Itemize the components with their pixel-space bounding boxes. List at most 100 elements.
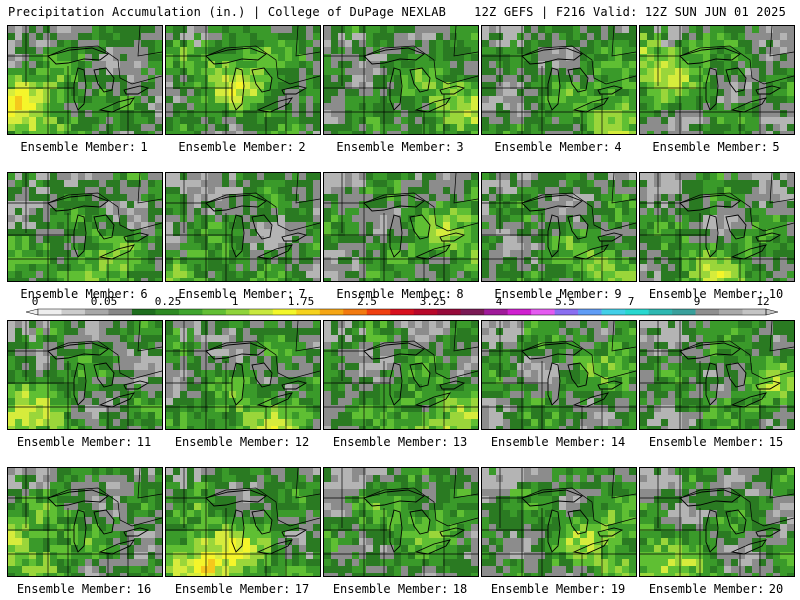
ensemble-member-caption: Ensemble Member: 8: [320, 287, 480, 301]
ensemble-member-caption: Ensemble Member: 14: [478, 435, 638, 449]
caption-prefix: Ensemble Member:: [174, 435, 291, 449]
ensemble-member-caption: Ensemble Member: 11: [4, 435, 164, 449]
state-borders: [640, 468, 794, 576]
ensemble-member-caption: Ensemble Member: 6: [4, 287, 164, 301]
precipitation-field: [166, 26, 320, 134]
colorbar-swatch: [131, 309, 156, 315]
colorbar-swatch: [225, 309, 250, 315]
caption-prefix: Ensemble Member:: [490, 435, 607, 449]
colorbar-swatch: [484, 309, 508, 315]
colorbar-swatch: [601, 309, 626, 315]
colorbar-swatch: [319, 309, 344, 315]
precipitation-field: [8, 26, 162, 134]
ensemble-member-map: [323, 467, 479, 577]
state-borders: [8, 26, 162, 134]
colorbar-swatch: [61, 309, 86, 315]
state-borders: [324, 468, 478, 576]
member-number: 7: [298, 287, 306, 301]
colorbar-tick-label: 7: [627, 295, 635, 308]
member-number: 9: [614, 287, 622, 301]
ensemble-member-map: [165, 25, 321, 135]
model-run-info: 12Z GEFS | F216 Valid: 12Z SUN JUN 01 20…: [474, 5, 786, 19]
colorbar-tick-label: 2.5: [357, 295, 377, 308]
state-borders: [482, 26, 636, 134]
map-title: Precipitation Accumulation (in.) | Colle…: [8, 5, 447, 19]
caption-prefix: Ensemble Member:: [20, 287, 137, 301]
caption-prefix: Ensemble Member:: [490, 582, 607, 596]
ensemble-member-caption: Ensemble Member: 15: [636, 435, 796, 449]
ensemble-member-caption: Ensemble Member: 18: [320, 582, 480, 596]
state-borders: [324, 321, 478, 429]
colorbar-tick-label: 1: [231, 295, 239, 308]
ensemble-member-map: [481, 172, 637, 282]
colorbar-swatch: [272, 309, 297, 315]
colorbar-swatch: [155, 309, 180, 315]
ensemble-member-map: [7, 320, 163, 430]
ensemble-member-map: [481, 467, 637, 577]
colorbar-swatch: [507, 309, 532, 315]
member-number: 15: [768, 435, 784, 449]
ensemble-member-caption: Ensemble Member: 13: [320, 435, 480, 449]
ensemble-member-map: [481, 25, 637, 135]
colorbar-swatch: [249, 309, 274, 315]
ensemble-member-caption: Ensemble Member: 20: [636, 582, 796, 596]
colorbar-swatch: [296, 309, 321, 315]
colorbar-swatch: [437, 309, 462, 315]
precipitation-field: [482, 173, 636, 281]
precipitation-field: [324, 26, 478, 134]
ensemble-member-caption: Ensemble Member: 1: [4, 140, 164, 154]
ensemble-member-caption: Ensemble Member: 16: [4, 582, 164, 596]
ensemble-member-caption: Ensemble Member: 12: [162, 435, 322, 449]
member-number: 11: [136, 435, 152, 449]
precipitation-field: [166, 173, 320, 281]
member-number: 6: [140, 287, 148, 301]
ensemble-member-map: [639, 172, 795, 282]
member-number: 16: [136, 582, 152, 596]
colorbar-tick-label: 0: [31, 295, 39, 308]
precipitation-field: [8, 321, 162, 429]
precipitation-field: [640, 173, 794, 281]
ensemble-member-caption: Ensemble Member: 10: [636, 287, 796, 301]
state-borders: [482, 468, 636, 576]
precipitation-field: [640, 26, 794, 134]
member-number: 10: [768, 287, 784, 301]
colorbar-swatch: [108, 309, 133, 315]
caption-prefix: Ensemble Member:: [20, 140, 137, 154]
state-borders: [640, 26, 794, 134]
state-borders: [166, 26, 320, 134]
state-borders: [8, 468, 162, 576]
ensemble-member-map: [639, 320, 795, 430]
precipitation-field: [324, 173, 478, 281]
colorbar-tick-label: 0.25: [154, 295, 182, 308]
state-borders: [640, 173, 794, 281]
caption-prefix: Ensemble Member:: [16, 582, 133, 596]
caption-prefix: Ensemble Member:: [332, 435, 449, 449]
colorbar-swatch: [672, 309, 696, 315]
colorbar-tick-label: 4: [495, 295, 503, 308]
caption-prefix: Ensemble Member:: [648, 435, 765, 449]
state-borders: [640, 321, 794, 429]
precipitation-colorbar: [25, 308, 779, 316]
colorbar-tick-label: 3.25: [419, 295, 447, 308]
state-borders: [324, 26, 478, 134]
ensemble-member-map: [165, 467, 321, 577]
colorbar-swatch: [648, 309, 673, 315]
ensemble-member-map: [165, 320, 321, 430]
member-number: 14: [610, 435, 626, 449]
ensemble-member-map: [7, 467, 163, 577]
state-borders: [166, 468, 320, 576]
colorbar-swatch: [202, 309, 227, 315]
state-borders: [324, 173, 478, 281]
caption-prefix: Ensemble Member:: [178, 140, 295, 154]
colorbar-swatch: [343, 309, 368, 315]
caption-prefix: Ensemble Member:: [16, 435, 133, 449]
state-borders: [482, 321, 636, 429]
caption-prefix: Ensemble Member:: [652, 140, 769, 154]
ensemble-member-caption: Ensemble Member: 5: [636, 140, 796, 154]
caption-prefix: Ensemble Member:: [494, 287, 611, 301]
precipitation-field: [640, 468, 794, 576]
ensemble-member-map: [323, 172, 479, 282]
caption-prefix: Ensemble Member:: [336, 287, 453, 301]
caption-prefix: Ensemble Member:: [332, 582, 449, 596]
member-number: 12: [294, 435, 310, 449]
